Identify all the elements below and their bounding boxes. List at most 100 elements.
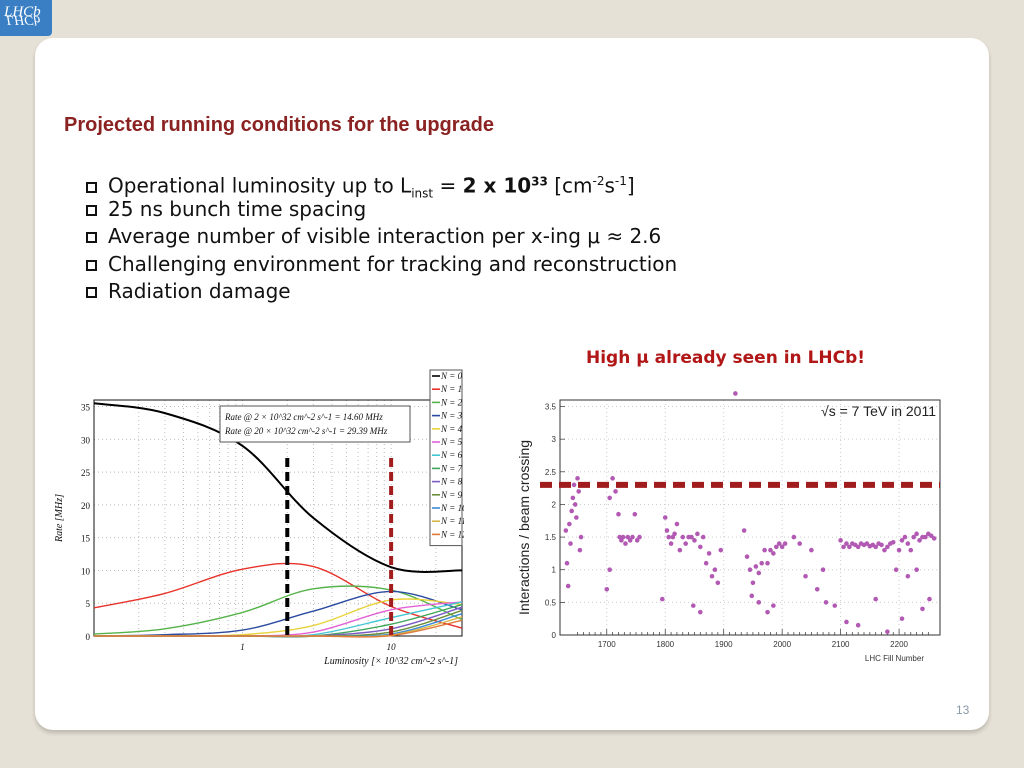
data-point (885, 544, 890, 550)
data-point (703, 560, 709, 566)
y-tick-label: 1.5 (545, 533, 557, 542)
plot-frame (559, 399, 941, 636)
checkbox-bullet-icon (86, 232, 97, 243)
data-point (809, 547, 814, 553)
data-point (762, 547, 767, 553)
data-point (570, 495, 576, 501)
legend-label: N = 12 (440, 529, 464, 539)
x-tick-label: 10 (387, 642, 397, 652)
data-point (695, 531, 700, 537)
data-point (689, 534, 694, 540)
legend-label: N = 7 (440, 463, 463, 473)
data-point (917, 538, 922, 543)
legend-box (429, 369, 463, 547)
data-point (574, 515, 579, 520)
data-point (660, 596, 665, 602)
data-point (747, 567, 753, 573)
data-point (814, 587, 820, 592)
legend-label: N = 0 (440, 371, 463, 381)
legend-label: N = 10 (440, 503, 464, 513)
data-point (741, 528, 747, 533)
data-point (899, 616, 905, 621)
data-point (832, 603, 838, 608)
slide-card (35, 38, 989, 730)
interactions-per-crossing-chart: 1700 1800 1900 2000 2100 2200 0 0.5 1 1.5 2 2.5 3 3.5… (516, 391, 941, 663)
data-point (920, 606, 925, 612)
data-point (567, 521, 572, 527)
energy-annotation: √s = 7 TeV in 2011 (821, 403, 936, 419)
data-point (749, 593, 755, 599)
bullet-item: Radiation damage (86, 278, 677, 306)
svg-text:LHCb: LHCb (5, 12, 40, 27)
data-point (572, 502, 578, 507)
data-point (607, 495, 612, 501)
x-tick-label: 2100 (832, 640, 850, 649)
data-point (905, 573, 911, 579)
data-point (620, 534, 626, 540)
data-point (782, 541, 788, 546)
x-tick-label: 1 (240, 642, 245, 652)
bullet-item: Operational luminosity up to Linst = 2 x… (86, 168, 677, 201)
data-point (855, 622, 861, 628)
data-point (759, 560, 764, 566)
data-point (771, 551, 776, 556)
data-point (718, 547, 724, 553)
data-point (931, 536, 937, 541)
data-point (890, 540, 896, 545)
data-point (706, 551, 712, 556)
data-point (765, 609, 770, 615)
data-point (575, 476, 580, 481)
y-tick-label: 2 (552, 500, 557, 509)
x-tick-label: 2200 (890, 640, 908, 649)
data-point (847, 544, 852, 550)
data-point (820, 567, 826, 573)
data-point (768, 547, 773, 553)
data-point (885, 629, 890, 635)
data-point (571, 482, 577, 488)
data-point (753, 564, 759, 569)
y-tick-label: 35 (81, 403, 91, 413)
data-point (672, 531, 677, 537)
x-tick-label: 1900 (715, 640, 733, 649)
data-point (803, 573, 808, 579)
data-point (662, 515, 668, 520)
data-point (568, 541, 573, 546)
x-axis-label: LHC Fill Number (865, 654, 924, 663)
data-point (896, 547, 902, 553)
y-tick-label: 3.5 (545, 403, 557, 412)
data-point (882, 547, 887, 553)
data-point (674, 521, 680, 527)
data-point (911, 534, 916, 540)
data-point (692, 538, 697, 543)
legend-label: N = 9 (440, 490, 463, 500)
data-point (630, 534, 635, 540)
bullet-list: Operational luminosity up to Linst = 2 x… (86, 168, 677, 306)
data-point (902, 534, 908, 540)
data-point (844, 619, 849, 625)
data-point (698, 544, 703, 550)
data-point (627, 538, 633, 543)
data-point (690, 603, 696, 608)
series-line (94, 619, 463, 638)
data-point (715, 580, 721, 586)
data-point (666, 534, 672, 540)
data-point (750, 580, 756, 586)
x-tick-label: 2000 (773, 640, 791, 649)
data-point (765, 560, 770, 566)
data-point (923, 534, 928, 540)
legend-label: N = 3 (440, 411, 463, 421)
data-point (698, 609, 703, 615)
series-line (93, 562, 463, 629)
bullet-item: Average number of visible interaction pe… (86, 223, 677, 251)
legend-label: N = 5 (440, 437, 463, 447)
slide-title: Projected running conditions for the upg… (64, 114, 495, 136)
checkbox-bullet-icon (86, 181, 97, 193)
data-point (791, 534, 797, 540)
annotation-text: Rate @ 20 × 10^32 cm^-2 s^-1 = 29.39 MHz (224, 426, 388, 436)
data-point (564, 560, 570, 566)
legend-label: N = 11 (440, 516, 464, 526)
y-tick-label: 1 (552, 566, 557, 575)
checkbox-bullet-icon (86, 287, 97, 298)
legend-label: N = 8 (440, 477, 463, 487)
data-point (683, 541, 688, 546)
